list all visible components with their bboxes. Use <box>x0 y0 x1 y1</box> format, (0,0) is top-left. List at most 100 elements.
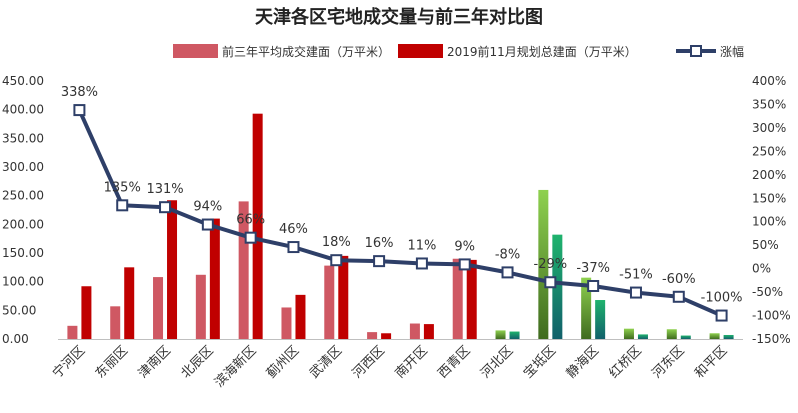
category-label-6: 蓟州区 <box>264 343 302 381</box>
rate-label-14: -51% <box>619 268 653 283</box>
y-right-tick: 350% <box>752 97 786 111</box>
bar-plan-10 <box>466 259 477 339</box>
chart-title: 天津各区宅地成交量与前三年对比图 <box>255 6 543 28</box>
category-label-15: 河东区 <box>649 343 687 381</box>
bar-avg-13 <box>581 277 592 339</box>
bar-avg-1 <box>67 325 78 339</box>
y-left-tick: 50.00 <box>2 303 36 317</box>
bar-plan-15 <box>680 335 691 339</box>
bar-avg-11 <box>495 330 506 339</box>
category-label-11: 河北区 <box>478 343 516 381</box>
bar-avg-15 <box>666 329 677 339</box>
y-left-tick: 200.00 <box>2 217 44 231</box>
rate-label-5: 66% <box>236 213 265 228</box>
category-label-8: 河西区 <box>350 343 388 381</box>
rate-point-12 <box>544 276 557 289</box>
bar-plan-11 <box>509 331 520 339</box>
bar-plan-3 <box>167 200 178 339</box>
rate-label-9: 11% <box>407 238 436 253</box>
rate-point-5 <box>244 231 257 244</box>
y-right-tick: 200% <box>752 168 786 182</box>
rate-point-8 <box>373 255 386 268</box>
bar-plan-14 <box>637 334 648 339</box>
y-right-tick: 0% <box>752 262 771 276</box>
rate-label-3: 131% <box>146 182 183 197</box>
y-left-tick: 300.00 <box>2 160 44 174</box>
rate-point-10 <box>458 258 471 271</box>
y-right-tick: 150% <box>752 191 786 205</box>
bar-plan-4 <box>209 218 220 339</box>
category-label-12: 宝坻区 <box>520 343 559 382</box>
legend-label-plan: 2019前11月规划总建面（万平米） <box>447 44 637 59</box>
legend: 前三年平均成交建面（万平米） 2019前11月规划总建面（万平米） 涨幅 <box>173 44 744 59</box>
bar-avg-12 <box>538 189 549 339</box>
category-label-2: 东丽区 <box>93 343 131 381</box>
category-label-7: 武清区 <box>307 343 345 381</box>
rate-label-1: 338% <box>61 85 98 100</box>
bar-plan-8 <box>381 333 392 339</box>
bar-avg-3 <box>153 277 164 339</box>
bar-plan-1 <box>81 286 92 339</box>
bar-avg-4 <box>195 274 206 339</box>
bar-avg-10 <box>452 258 463 339</box>
y-right-tick: -150% <box>752 332 791 346</box>
category-label-3: 津南区 <box>135 343 174 382</box>
bar-avg-6 <box>281 307 292 339</box>
legend-swatch-avg <box>173 44 218 58</box>
y-left-tick: 450.00 <box>2 74 44 88</box>
bar-plan-12 <box>552 234 563 339</box>
bar-avg-9 <box>409 323 420 339</box>
y-left-tick: 150.00 <box>2 246 44 260</box>
legend-label-rate: 涨幅 <box>720 44 744 59</box>
category-label-10: 西青区 <box>435 343 473 381</box>
category-label-1: 宁河区 <box>49 343 88 382</box>
y-left-tick: 250.00 <box>2 189 44 203</box>
rate-point-14 <box>629 286 642 299</box>
rate-point-11 <box>501 266 514 279</box>
rate-label-7: 18% <box>322 235 351 250</box>
rate-point-13 <box>587 279 600 292</box>
bar-avg-7 <box>324 265 335 339</box>
y-right-tick: -100% <box>752 309 791 323</box>
rate-label-15: -60% <box>662 272 696 287</box>
bar-plan-2 <box>124 267 135 339</box>
rate-label-8: 16% <box>365 236 394 251</box>
y-right-tick: 100% <box>752 215 786 229</box>
rate-point-2 <box>116 199 129 212</box>
bar-avg-2 <box>110 306 121 339</box>
category-label-14: 红桥区 <box>606 343 645 382</box>
legend-marker-rate <box>690 45 702 57</box>
rate-point-3 <box>159 201 172 214</box>
rate-point-6 <box>287 241 300 254</box>
bar-avg-5 <box>238 201 249 339</box>
category-label-13: 静海区 <box>564 343 602 381</box>
legend-label-avg: 前三年平均成交建面（万平米） <box>222 44 390 59</box>
rate-label-12: -29% <box>534 257 568 272</box>
y-left-tick: 400.00 <box>2 103 44 117</box>
bar-plan-7 <box>338 255 349 339</box>
bar-plan-5 <box>252 113 263 340</box>
legend-swatch-plan <box>398 44 443 58</box>
rate-point-16 <box>715 309 728 322</box>
bar-avg-8 <box>367 332 378 339</box>
rate-label-13: -37% <box>576 261 610 276</box>
bar-avg-14 <box>623 328 634 339</box>
category-label-5: 滨海新区 <box>211 343 259 391</box>
bar-avg-16 <box>709 333 720 339</box>
y-left-tick: 100.00 <box>2 275 44 289</box>
rate-point-15 <box>672 290 685 303</box>
rate-line <box>77 109 723 318</box>
rate-label-16: -100% <box>701 291 743 306</box>
y-right-tick: 50% <box>752 238 779 252</box>
bar-plan-13 <box>595 300 606 339</box>
category-label-9: 南开区 <box>392 343 431 382</box>
y-right-tick: 300% <box>752 121 786 135</box>
bar-plan-6 <box>295 294 306 339</box>
y-left-tick: 350.00 <box>2 131 44 145</box>
bar-plan-9 <box>423 324 434 339</box>
rate-point-4 <box>201 218 214 231</box>
rate-point-9 <box>415 257 428 270</box>
rate-point-7 <box>330 254 343 267</box>
y-left-tick: 0.00 <box>2 332 29 346</box>
